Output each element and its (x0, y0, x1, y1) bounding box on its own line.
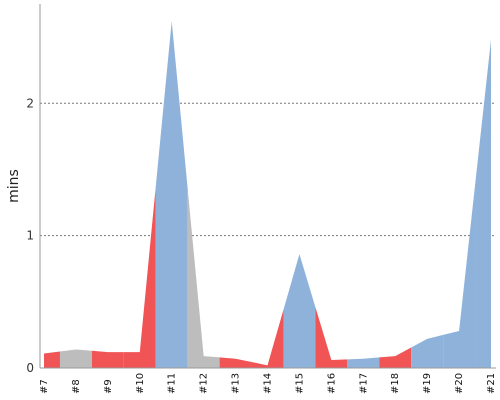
area-segment-17 (347, 357, 380, 368)
area-segment-20 (443, 185, 476, 368)
x-tick-label: #10 (135, 373, 146, 394)
area-segment-10 (123, 186, 156, 368)
x-tick-label: #18 (390, 373, 401, 394)
area-segment-14 (251, 309, 284, 368)
x-tick-label: #13 (231, 373, 242, 394)
x-tick-label: #16 (326, 373, 337, 394)
area-segment-15 (283, 254, 316, 368)
x-tick-label: #12 (199, 373, 210, 394)
x-tick-label: #14 (263, 373, 274, 394)
x-ticks: #7 #8 #9 #10 #11 #12 #13 #14 #15 #16 #17 #18 #19 #20 #… (39, 373, 497, 394)
x-tick-label: #11 (167, 373, 178, 394)
area-segment-9 (91, 350, 124, 368)
y-tick-label: 0 (26, 361, 34, 375)
area-segments (44, 21, 491, 368)
y-axis-label: mins (6, 169, 22, 203)
y-ticks: 0 1 2 (26, 96, 34, 375)
y-tick-label: 2 (26, 96, 34, 110)
area-segment-12 (187, 188, 220, 368)
x-tick-label: #9 (103, 379, 114, 394)
area-segment-16 (315, 307, 348, 368)
area-segment-7 (44, 351, 60, 368)
area-segment-18 (379, 347, 412, 368)
x-tick-label: #20 (454, 373, 465, 394)
area-segment-19 (411, 334, 444, 368)
x-tick-label: #21 (486, 373, 497, 394)
x-tick-label: #8 (71, 379, 82, 394)
area-segment-21 (475, 39, 491, 368)
y-tick-label: 1 (26, 229, 34, 243)
area-segment-8 (59, 349, 92, 368)
x-tick-label: #19 (422, 373, 433, 394)
area-segment-13 (219, 357, 252, 368)
axes (39, 4, 496, 369)
grid (40, 102, 496, 237)
area-segment-11 (155, 21, 188, 368)
x-tick-label: #15 (294, 373, 305, 394)
x-tick-label: #7 (39, 379, 50, 394)
x-tick-label: #17 (358, 373, 369, 394)
